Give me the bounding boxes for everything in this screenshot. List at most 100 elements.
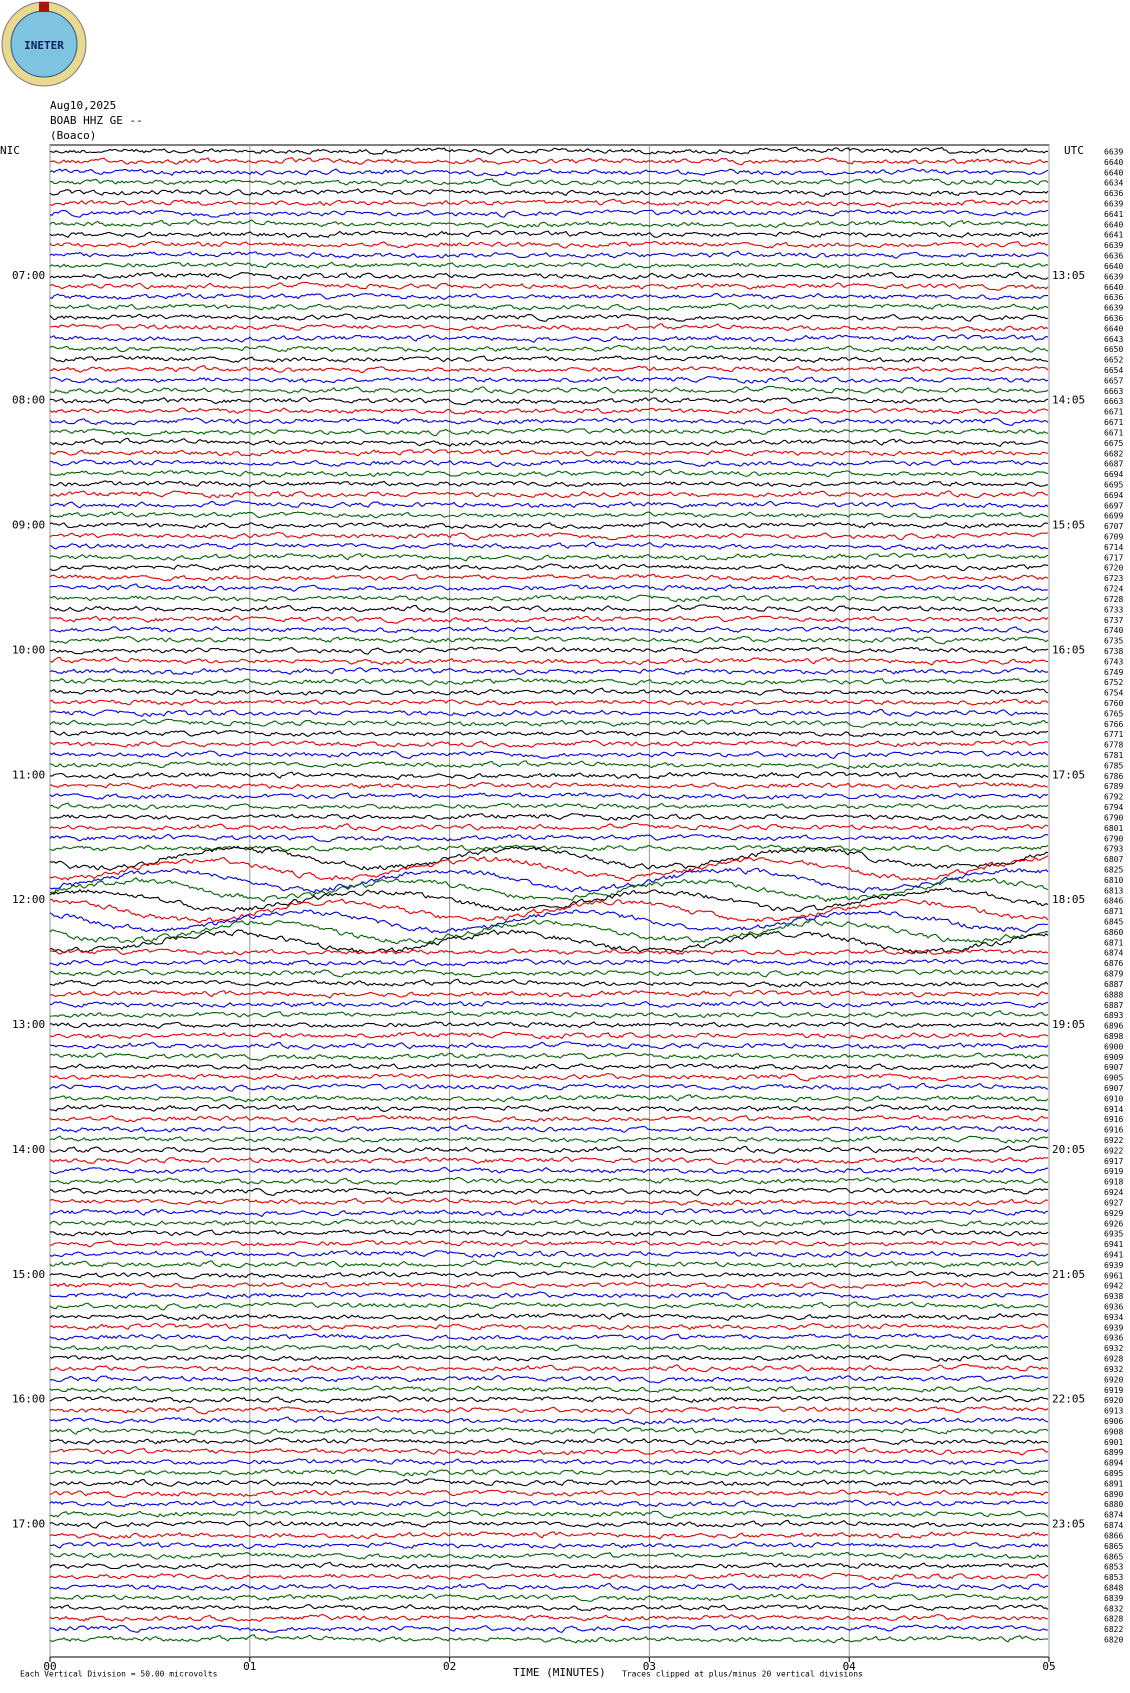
trace-mean: 6752 — [1104, 678, 1123, 687]
utc-hour-label: 20:05 — [1052, 1143, 1085, 1156]
trace — [49, 844, 1049, 853]
trace-mean: 6871 — [1104, 907, 1123, 916]
trace-mean: 6922 — [1104, 1136, 1123, 1145]
trace — [49, 822, 1049, 832]
trace-mean: 6810 — [1104, 876, 1123, 885]
trace-mean: 6927 — [1104, 1198, 1123, 1207]
trace — [49, 407, 1049, 415]
trace — [49, 500, 1049, 510]
trace-mean: 6932 — [1104, 1365, 1123, 1374]
trace-mean: 6793 — [1104, 845, 1123, 854]
trace — [49, 1572, 1049, 1581]
trace-mean: 6906 — [1104, 1417, 1123, 1426]
trace-mean: 6636 — [1104, 252, 1123, 261]
trace — [49, 302, 1049, 311]
trace — [49, 376, 1049, 384]
trace — [49, 760, 1049, 770]
trace-mean: 6866 — [1104, 1531, 1123, 1540]
trace — [49, 448, 1049, 457]
trace — [49, 1104, 1049, 1112]
utc-hour-label: 23:05 — [1052, 1518, 1085, 1531]
trace-mean: 6760 — [1104, 699, 1123, 708]
trace — [49, 1604, 1049, 1612]
trace — [49, 594, 1049, 603]
trace — [49, 1176, 1049, 1186]
trace — [49, 1250, 1049, 1258]
trace — [49, 1593, 1049, 1602]
trace — [49, 1062, 1049, 1071]
trace-mean: 6936 — [1104, 1303, 1123, 1312]
trace — [49, 1052, 1049, 1061]
local-hour-label: 07:00 — [12, 269, 45, 282]
trace-mean: 6887 — [1104, 980, 1123, 989]
trace-mean: 6822 — [1104, 1625, 1123, 1634]
trace-mean: 6887 — [1104, 1001, 1123, 1010]
utc-hour-label: 14:05 — [1052, 394, 1085, 407]
trace — [49, 989, 1049, 999]
trace — [49, 813, 1049, 821]
trace — [49, 1509, 1049, 1519]
trace — [49, 1333, 1049, 1342]
trace — [49, 334, 1049, 343]
trace-mean: 6899 — [1104, 1448, 1123, 1457]
trace-mean: 6640 — [1104, 220, 1123, 229]
trace — [49, 313, 1049, 322]
trace-mean: 6917 — [1104, 1157, 1123, 1166]
trace-mean: 6801 — [1104, 824, 1123, 833]
trace-mean: 6926 — [1104, 1219, 1123, 1228]
trace — [49, 168, 1049, 177]
trace-mean: 6640 — [1104, 324, 1123, 333]
trace-mean: 6682 — [1104, 449, 1123, 458]
trace-mean: 6914 — [1104, 1105, 1123, 1114]
trace — [49, 1489, 1049, 1498]
trace-mean: 6879 — [1104, 970, 1123, 979]
trace — [49, 355, 1049, 364]
trace — [49, 1228, 1049, 1238]
trace-mean: 6639 — [1104, 241, 1123, 250]
trace — [49, 583, 1049, 592]
trace-mean: 6893 — [1104, 1011, 1123, 1020]
x-tick-label: 05 — [1042, 1660, 1055, 1673]
trace-mean: 6737 — [1104, 616, 1123, 625]
trace-mean: 6848 — [1104, 1583, 1123, 1592]
trace-mean: 6888 — [1104, 990, 1123, 999]
trace — [49, 1135, 1049, 1144]
trace-mean: 6699 — [1104, 512, 1123, 521]
trace-mean: 6640 — [1104, 283, 1123, 292]
trace-mean: 6707 — [1104, 522, 1123, 531]
trace — [49, 198, 1049, 208]
trace — [49, 1114, 1048, 1123]
trace-mean: 6671 — [1104, 408, 1123, 417]
trace — [49, 698, 1049, 706]
trace-mean: 6735 — [1104, 637, 1123, 646]
trace-mean: 6894 — [1104, 1459, 1123, 1468]
trace-mean: 6865 — [1104, 1542, 1123, 1551]
trace — [49, 1218, 1049, 1227]
utc-hour-label: 16:05 — [1052, 643, 1085, 656]
local-hour-label: 11:00 — [12, 768, 45, 781]
local-hour-label: 16:00 — [12, 1393, 45, 1406]
local-hour-label: 13:00 — [12, 1018, 45, 1031]
trace — [49, 1271, 1049, 1280]
trace-mean: 6639 — [1104, 272, 1123, 281]
trace-mean: 6832 — [1104, 1604, 1123, 1613]
trace — [49, 1010, 1049, 1019]
local-hour-label: 15:00 — [12, 1268, 45, 1281]
trace-mean: 6794 — [1104, 803, 1123, 812]
left-axis-label: NIC — [0, 144, 20, 157]
trace-mean: 6860 — [1104, 928, 1123, 937]
trace-mean: 6723 — [1104, 574, 1123, 583]
trace — [49, 978, 1049, 988]
trace-mean: 6717 — [1104, 553, 1123, 562]
trace-mean: 6922 — [1104, 1146, 1123, 1155]
trace — [49, 511, 1049, 519]
trace — [49, 1281, 1049, 1290]
trace — [49, 909, 1049, 934]
trace — [49, 1447, 1049, 1456]
trace — [49, 178, 1049, 187]
trace-mean: 6654 — [1104, 366, 1123, 375]
x-tick-label: 02 — [443, 1660, 456, 1673]
trace-mean: 6640 — [1104, 168, 1123, 177]
utc-hour-label: 15:05 — [1052, 519, 1085, 532]
trace-mean: 6789 — [1104, 782, 1123, 791]
